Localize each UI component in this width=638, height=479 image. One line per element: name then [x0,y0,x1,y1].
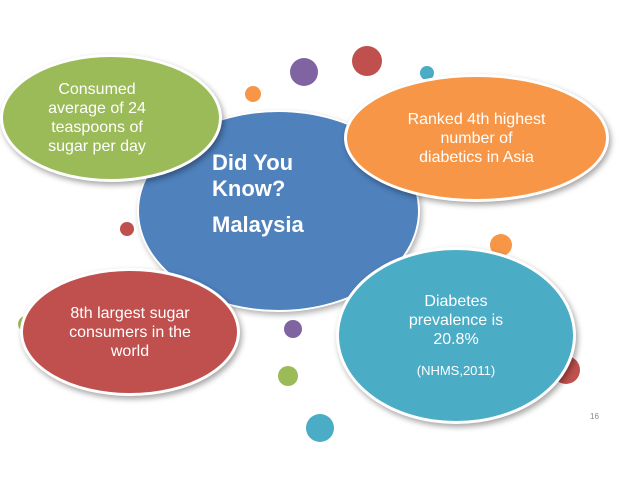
decorative-dot-purple-bottom [284,320,302,338]
fact-text-line: number of [440,129,513,147]
page-number: 16 [590,412,599,421]
decorative-dot-purple-top [290,58,318,86]
fact-text-line: teaspoons of [51,119,143,136]
fact-bubble-sugar-consumers-rank: 8th largest sugar consumers in the world [20,268,240,396]
fact-text-line: 20.8% [433,330,479,348]
fact-bubble-diabetics-rank: Ranked 4th highest number of diabetics i… [344,74,609,202]
center-heading: Did You Know? Malaysia [212,150,352,238]
fact-bubble-sugar-consumption: Consumed average of 24 teaspoons of suga… [0,54,222,182]
fact-text-line: diabetics in Asia [419,148,534,166]
decorative-dot-green-bottom [278,366,298,386]
fact-text-line: sugar per day [48,138,146,155]
center-title-line: Know? [212,176,286,201]
fact-text-line: prevalence is [408,311,504,329]
fact-source-citation: (NHMS,2011) [416,362,496,378]
decorative-dot-teal-topright [420,66,434,80]
center-subtitle: Malaysia [212,212,304,237]
fact-text-line: Consumed [58,81,136,98]
decorative-dot-red-top [352,46,382,76]
fact-text-line: consumers in the [69,323,191,341]
fact-text-line: Ranked 4th highest [407,110,546,128]
decorative-dot-orange-right [490,234,512,256]
decorative-dot-red-left [120,222,134,236]
fact-text-line: world [110,342,150,360]
decorative-dot-orange-top [245,86,261,102]
fact-text-line: average of 24 [48,100,146,117]
fact-bubble-diabetes-prevalence: Diabetes prevalence is 20.8% (NHMS,2011) [336,247,576,424]
fact-text-line: 8th largest sugar [70,304,190,322]
fact-text-line: Diabetes [424,292,488,310]
decorative-dot-teal-bottom [306,414,334,442]
center-title-line: Did You [212,150,294,175]
